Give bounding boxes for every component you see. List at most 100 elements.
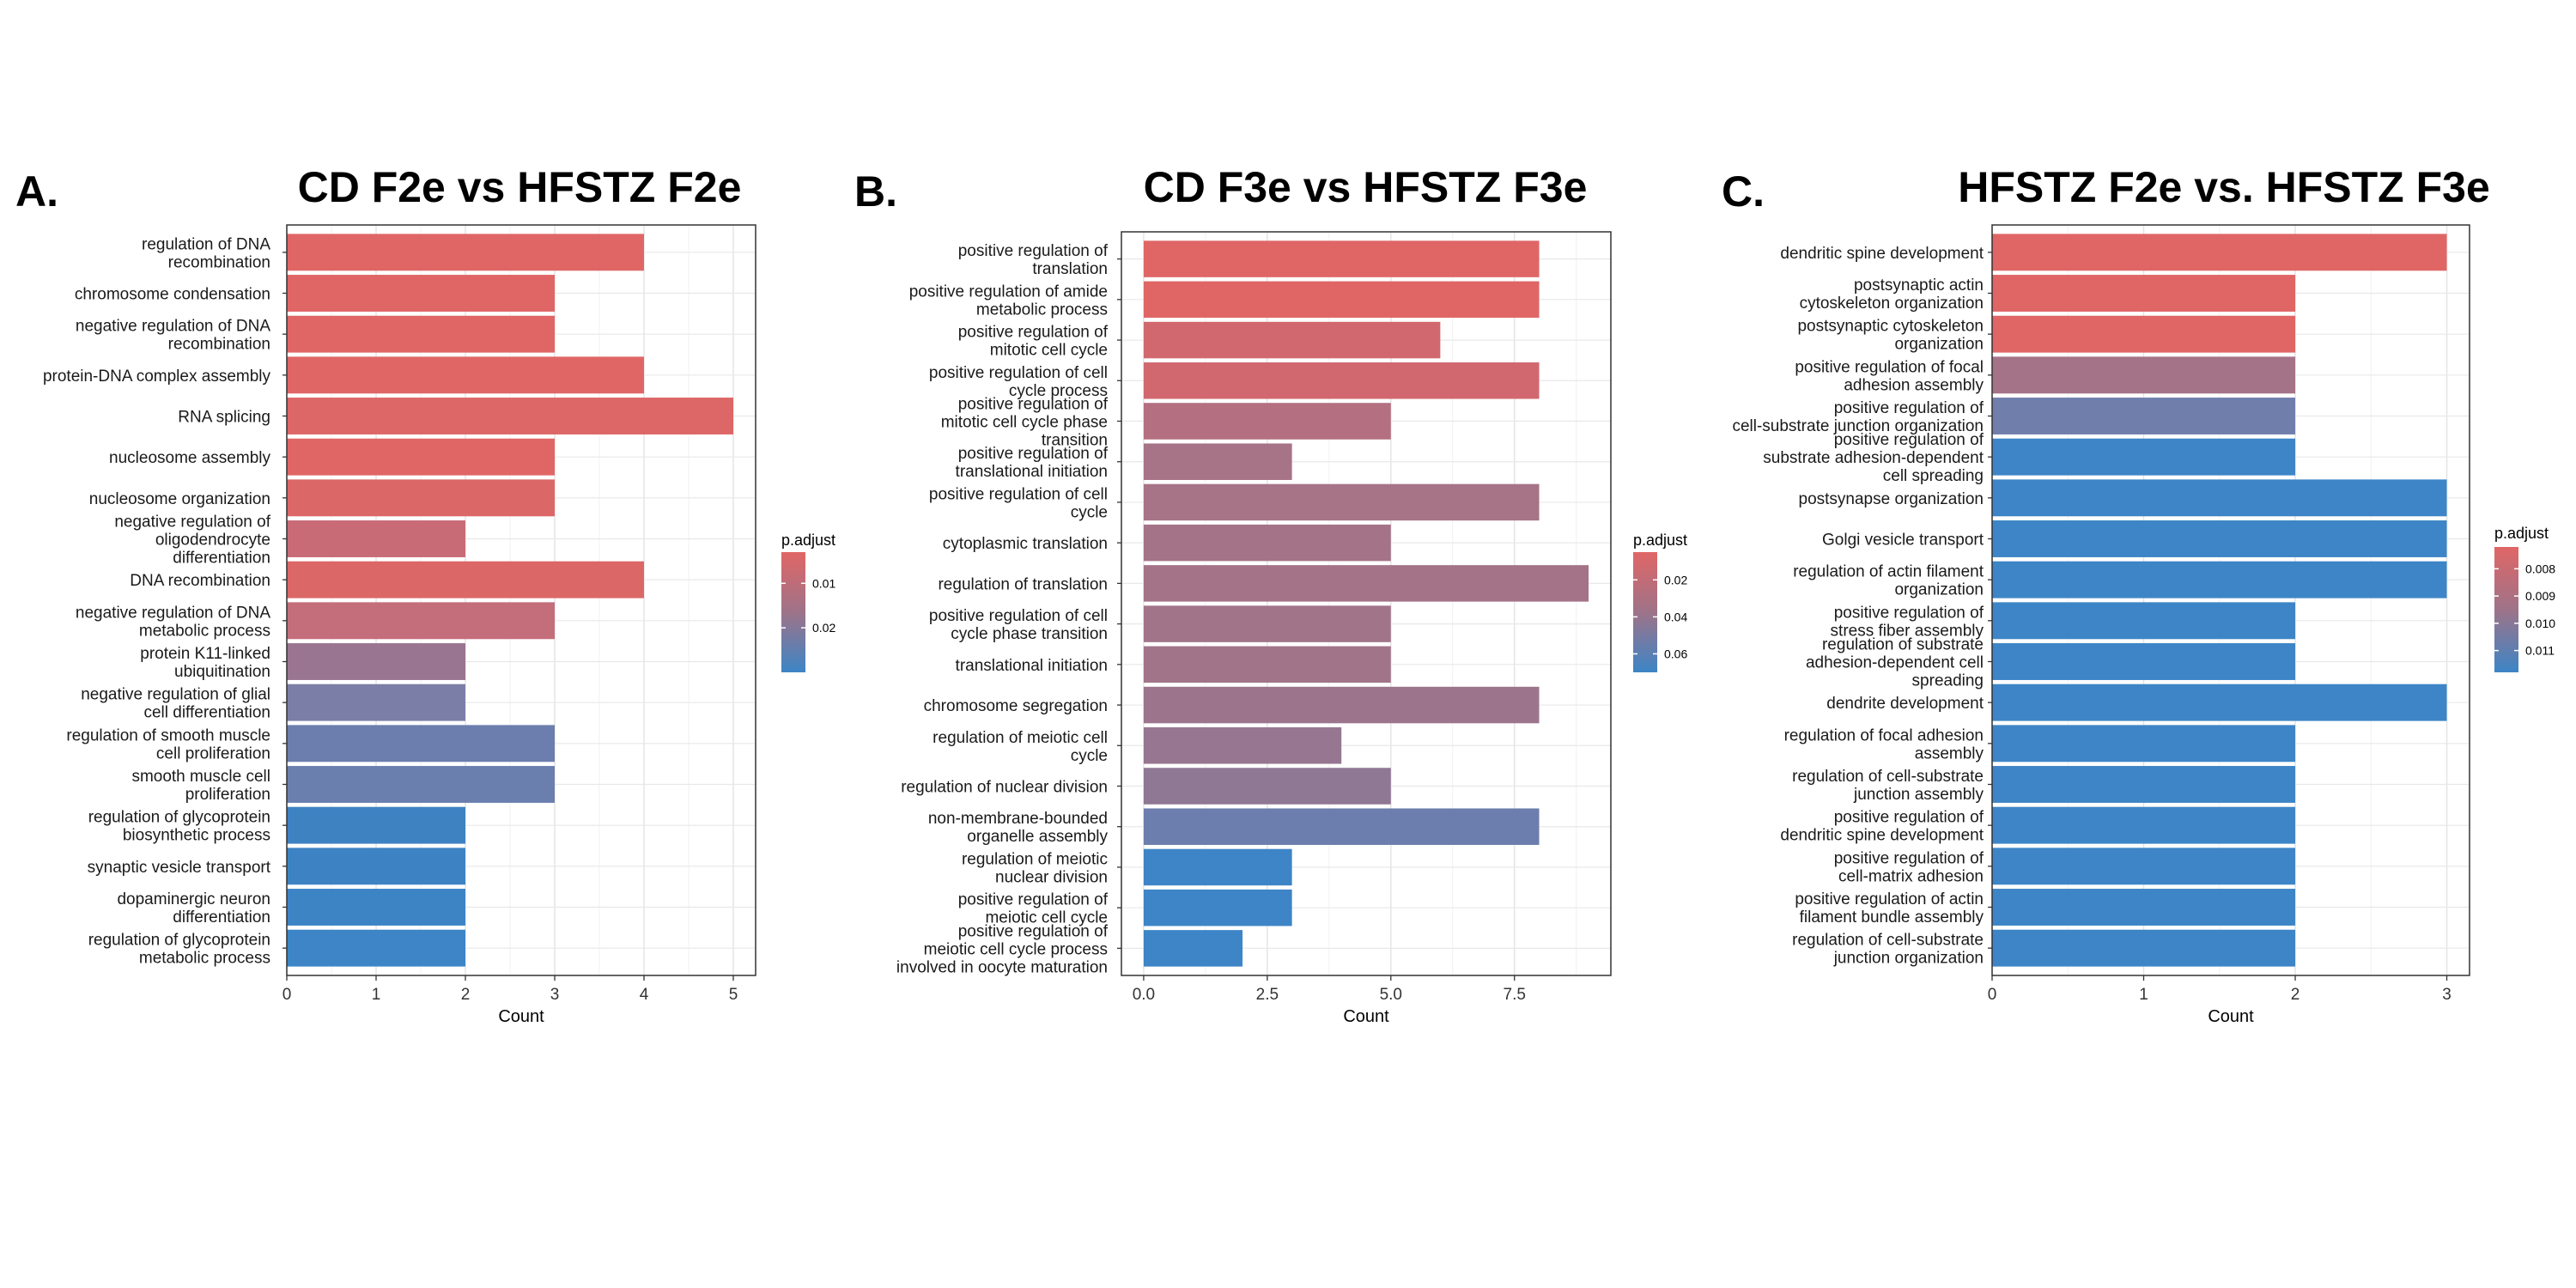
category-label: dopaminergic neuron differentiation bbox=[117, 890, 270, 927]
category-label: Golgi vesicle transport bbox=[1822, 532, 1984, 550]
bar bbox=[287, 275, 555, 312]
chart-title: CD F2e vs HFSTZ F2e bbox=[298, 163, 742, 211]
legend-tick-label: 0.010 bbox=[2525, 617, 2555, 630]
bar bbox=[1143, 808, 1540, 845]
category-label: translational initiation bbox=[956, 657, 1108, 675]
x-tick-label: 2 bbox=[461, 986, 471, 1004]
bar bbox=[1992, 275, 2296, 312]
bar bbox=[1143, 240, 1540, 277]
category-label: positive regulation of mitotic cell cycle… bbox=[941, 396, 1109, 450]
category-label: positive regulation of cell-matrix adhesi… bbox=[1834, 849, 1984, 885]
x-axis-title: Count bbox=[498, 1007, 544, 1026]
chart-panel-2: B. CD F3e vs HFSTZ F3e positive regulation… bbox=[854, 163, 1687, 1026]
category-label: positive regulation of translation bbox=[958, 242, 1109, 278]
category-label: regulation of focal adhesion assembly bbox=[1784, 726, 1984, 762]
x-tick-label: 1 bbox=[2139, 986, 2148, 1004]
category-label: chromosome segregation bbox=[924, 697, 1108, 715]
category-label: DNA recombination bbox=[130, 572, 270, 590]
bar bbox=[1143, 281, 1540, 319]
bar bbox=[1143, 646, 1391, 683]
bar bbox=[287, 479, 555, 517]
bar bbox=[287, 520, 465, 557]
category-label: positive regulation of cell-substrate jun… bbox=[1732, 399, 1984, 435]
bar bbox=[1143, 930, 1243, 967]
plot-border bbox=[286, 224, 756, 976]
category-label: chromosome condensation bbox=[75, 286, 270, 304]
bar bbox=[1143, 321, 1441, 359]
bar bbox=[1992, 398, 2296, 434]
bar bbox=[1992, 315, 2296, 353]
bar bbox=[287, 766, 555, 803]
bar bbox=[287, 438, 555, 476]
bar bbox=[1992, 683, 2447, 721]
plot-border bbox=[1121, 231, 1612, 976]
x-tick-label: 0 bbox=[1988, 986, 1997, 1004]
bar bbox=[287, 398, 733, 434]
bar bbox=[1143, 565, 1589, 602]
legend-tick-label: 0.011 bbox=[2525, 644, 2555, 658]
category-label: protein K11-linked ubiquitination bbox=[140, 645, 270, 681]
category-label: postsynaptic cytoskeleton organization bbox=[1797, 318, 1984, 354]
x-tick-label: 2.5 bbox=[1256, 986, 1279, 1004]
category-label: dendritic spine development bbox=[1780, 245, 1984, 263]
bar bbox=[287, 889, 465, 926]
x-tick-label: 5 bbox=[729, 986, 738, 1004]
category-label: synaptic vesicle transport bbox=[88, 859, 271, 877]
plot-border bbox=[1991, 224, 2470, 976]
bar bbox=[287, 683, 465, 721]
x-tick-label: 0.0 bbox=[1133, 986, 1155, 1004]
category-label: positive regulation of dendritic spine de… bbox=[1780, 809, 1984, 845]
x-tick-label: 7.5 bbox=[1504, 986, 1526, 1004]
category-label: positive regulation of meiotic cell cycle… bbox=[896, 922, 1109, 976]
bar bbox=[1992, 561, 2447, 598]
bar bbox=[1992, 848, 2296, 885]
legend-tick-label: 0.04 bbox=[1664, 610, 1687, 623]
bar bbox=[1143, 483, 1540, 521]
legend-tick-label: 0.02 bbox=[812, 621, 835, 635]
legend-colorbar bbox=[1633, 552, 1657, 672]
category-label: nucleosome assembly bbox=[109, 449, 270, 467]
category-label: regulation of meiotic nuclear division bbox=[962, 850, 1108, 886]
legend-title: p.adjust bbox=[1633, 532, 1687, 549]
category-label: positive regulation of cell cycle bbox=[929, 485, 1108, 521]
panel-letter: B. bbox=[854, 167, 897, 216]
legend-title: p.adjust bbox=[2494, 525, 2549, 542]
bar bbox=[287, 929, 465, 967]
panel-letter: C. bbox=[1722, 167, 1765, 216]
category-label: negative regulation of DNA metabolic proc… bbox=[76, 604, 270, 640]
category-label: regulation of cell-substrate junction org… bbox=[1792, 932, 1984, 968]
bar bbox=[1143, 443, 1292, 480]
bar bbox=[287, 602, 555, 640]
bar bbox=[287, 561, 644, 598]
bar bbox=[1992, 520, 2447, 557]
bar bbox=[1143, 524, 1391, 562]
x-tick-label: 3 bbox=[550, 986, 560, 1004]
category-label: positive regulation of translational init… bbox=[956, 445, 1109, 481]
category-label: positive regulation of stress fiber assem… bbox=[1831, 604, 1984, 640]
bar bbox=[1992, 643, 2296, 680]
bar bbox=[1143, 727, 1342, 764]
x-tick-label: 2 bbox=[2291, 986, 2300, 1004]
chart-panel-1: A. CD F2e vs HFSTZ F2e regulation of DNA re… bbox=[15, 163, 835, 1026]
category-label: positive regulation of substrate adhesion… bbox=[1763, 431, 1984, 485]
category-label: regulation of translation bbox=[938, 575, 1108, 593]
category-label: negative regulation of DNA recombination bbox=[76, 318, 270, 354]
x-tick-label: 3 bbox=[2442, 986, 2451, 1004]
bar bbox=[1143, 403, 1391, 440]
bar bbox=[1992, 479, 2447, 517]
x-axis-title: Count bbox=[2208, 1007, 2254, 1026]
bar bbox=[287, 315, 555, 353]
legend-tick-label: 0.06 bbox=[1664, 647, 1687, 660]
bar bbox=[287, 725, 555, 762]
category-label: non-membrane-bounded organelle assembly bbox=[928, 810, 1109, 846]
chart-panel-3: C. HFSTZ F2e vs. HFSTZ F3e dendritic spine… bbox=[1722, 163, 2555, 1026]
category-label: regulation of substrate adhesion-dependen… bbox=[1806, 636, 1984, 690]
chart-title: HFSTZ F2e vs. HFSTZ F3e bbox=[1958, 163, 2490, 211]
legend-colorbar bbox=[781, 552, 805, 672]
category-label: positive regulation of amide metabolic pr… bbox=[909, 283, 1108, 319]
legend-tick-label: 0.02 bbox=[1664, 573, 1687, 586]
legend-title: p.adjust bbox=[781, 532, 835, 549]
category-label: regulation of glycoprotein biosynthetic p… bbox=[88, 809, 270, 845]
category-label: regulation of glycoprotein metabolic proc… bbox=[88, 932, 270, 968]
